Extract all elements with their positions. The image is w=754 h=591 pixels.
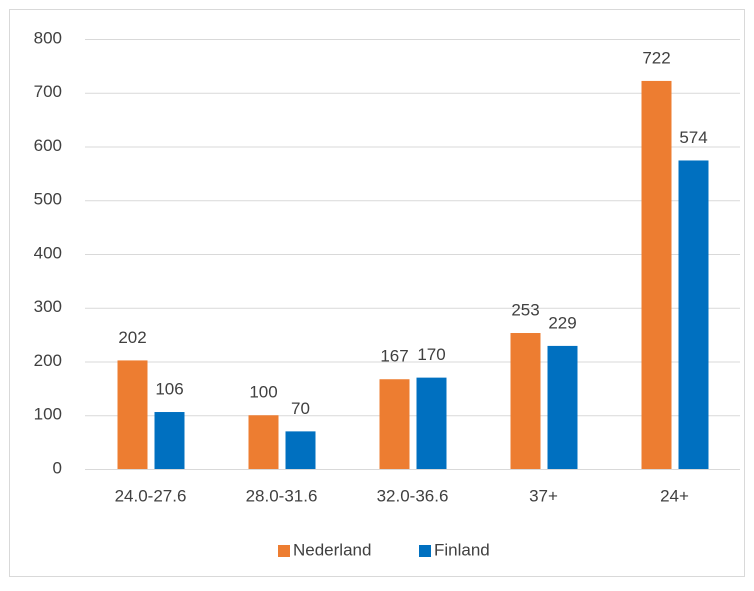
y-tick-label: 100 (34, 405, 62, 424)
y-tick-label: 300 (34, 297, 62, 316)
legend-swatch (419, 545, 431, 557)
data-label: 722 (642, 48, 670, 67)
data-label: 100 (249, 383, 277, 402)
bar (678, 160, 709, 469)
bar (379, 379, 410, 469)
x-tick-label: 32.0-36.6 (377, 486, 449, 505)
bar (117, 360, 148, 469)
x-tick-label: 24.0-27.6 (115, 486, 187, 505)
y-tick-label: 600 (34, 136, 62, 155)
legend-label: Finland (434, 540, 490, 559)
legend-swatch (278, 545, 290, 557)
data-label: 106 (155, 380, 183, 399)
bar (285, 431, 316, 469)
bar (154, 412, 185, 469)
x-tick-label: 28.0-31.6 (246, 486, 318, 505)
legend-label: Nederland (293, 540, 371, 559)
data-label: 70 (291, 399, 310, 418)
data-label: 202 (118, 328, 146, 347)
y-tick-label: 0 (53, 458, 62, 477)
data-label: 170 (417, 345, 445, 364)
data-label: 574 (679, 128, 707, 147)
data-label: 229 (548, 313, 576, 332)
y-tick-label: 400 (34, 243, 62, 262)
data-label: 167 (380, 347, 408, 366)
bar (248, 415, 279, 469)
y-tick-label: 200 (34, 351, 62, 370)
x-tick-label: 37+ (529, 486, 558, 505)
chart-border (9, 9, 745, 577)
x-tick-label: 24+ (660, 486, 689, 505)
bar (416, 377, 447, 469)
bar (641, 80, 672, 470)
data-label: 253 (511, 300, 539, 319)
y-tick-label: 500 (34, 190, 62, 209)
y-tick-label: 800 (34, 28, 62, 47)
bar (510, 333, 541, 469)
bar (547, 345, 578, 469)
y-tick-label: 700 (34, 82, 62, 101)
